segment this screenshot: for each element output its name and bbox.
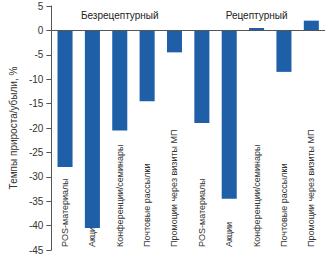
- svg-text:0: 0: [38, 25, 44, 36]
- svg-text:Рецептурный: Рецептурный: [226, 10, 288, 21]
- svg-text:-40: -40: [29, 220, 44, 231]
- svg-text:POS-материалы: POS-материалы: [197, 178, 207, 247]
- svg-text:Конференции/семинары: Конференции/семинары: [115, 145, 125, 248]
- svg-text:-25: -25: [29, 147, 44, 158]
- svg-text:POS-материалы: POS-материалы: [60, 178, 70, 247]
- svg-text:-30: -30: [29, 171, 44, 182]
- svg-text:-5: -5: [34, 49, 43, 60]
- svg-text:Конференции/семинары: Конференции/семинары: [252, 145, 262, 248]
- svg-text:Почтовые рассылки: Почтовые рассылки: [142, 164, 152, 247]
- svg-text:-45: -45: [29, 245, 44, 256]
- svg-text:Темпы прироста/убыли, %: Темпы прироста/убыли, %: [8, 67, 19, 190]
- svg-text:Акции: Акции: [87, 221, 98, 247]
- svg-text:-10: -10: [29, 74, 44, 85]
- svg-text:-20: -20: [29, 123, 44, 134]
- svg-text:-35: -35: [29, 196, 44, 207]
- svg-text:5: 5: [38, 1, 44, 12]
- svg-text:Промоции через визиты МП: Промоции через визиты МП: [306, 129, 316, 247]
- svg-text:Акции: Акции: [224, 222, 234, 247]
- svg-text:Почтовые рассылки: Почтовые рассылки: [279, 164, 289, 247]
- svg-text:Безрецептурный: Безрецептурный: [81, 10, 159, 21]
- svg-text:Промоции через визиты МП: Промоции через визиты МП: [169, 129, 179, 247]
- svg-text:-15: -15: [29, 98, 44, 109]
